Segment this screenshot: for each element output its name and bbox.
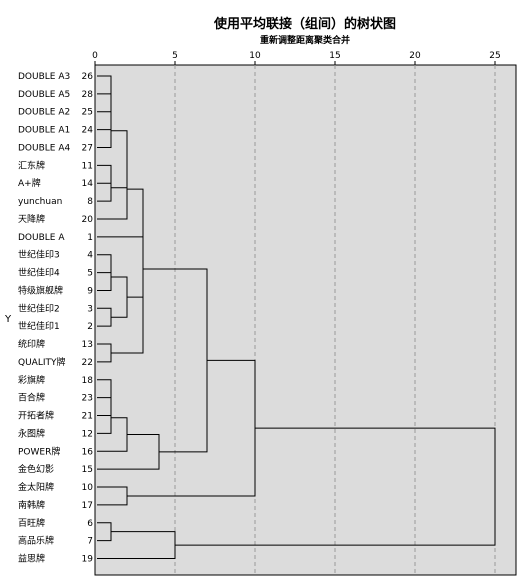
leaf-label: yunchuan: [18, 197, 62, 207]
dendrogram-link: [97, 402, 112, 434]
leaf-label: 世纪佳印3: [18, 249, 60, 261]
leaf-id: 8: [87, 197, 93, 207]
x-tick-label: 20: [409, 51, 421, 61]
x-tick-label: 0: [92, 51, 98, 61]
leaf-id: 26: [82, 72, 94, 82]
leaf-label: 世纪佳印4: [18, 267, 60, 279]
leaf-label: 永图牌: [18, 427, 45, 439]
chart-title: 使用平均联接（组间）的树状图: [213, 16, 396, 32]
x-axis-ticks: 0 5 10 15 20 25: [92, 51, 501, 65]
leaf-label: DOUBLE A2: [18, 108, 70, 118]
leaf-label: 开拓者牌: [18, 410, 54, 422]
dendrogram-link: [97, 263, 112, 291]
x-tick-label: 10: [249, 51, 261, 61]
chart-subtitle: 重新调整距离聚类合并: [260, 34, 350, 46]
x-tick-label: 5: [172, 51, 178, 61]
leaf-id: 28: [82, 90, 94, 100]
leaf-label: A+牌: [18, 177, 41, 189]
leaf-id: 1: [87, 233, 93, 243]
leaf-id: 12: [82, 429, 93, 439]
leaf-label: 百旺牌: [18, 517, 45, 529]
leaf-id: 25: [82, 108, 93, 118]
leaf-id: 20: [82, 215, 94, 225]
leaf-id: 14: [82, 179, 94, 189]
leaf-id: 18: [82, 376, 94, 386]
dendrogram-link: [175, 427, 496, 546]
leaf-label: DOUBLE A3: [18, 72, 70, 82]
leaf-id: 13: [82, 340, 93, 350]
leaf-id: 9: [87, 286, 93, 296]
leaf-label: 世纪佳印2: [18, 302, 60, 314]
leaf-id: 6: [87, 519, 93, 529]
leaf-id: 7: [87, 537, 93, 547]
x-tick-label: 15: [329, 51, 340, 61]
leaf-id: 19: [82, 554, 94, 564]
leaf-id: 3: [87, 304, 93, 314]
leaf-label: 百合牌: [18, 392, 45, 404]
leaf-label: 南韩牌: [18, 499, 45, 511]
leaf-label: 世纪佳印1: [18, 320, 60, 332]
leaf-label: POWER牌: [18, 445, 60, 457]
leaf-label: 益思牌: [18, 552, 45, 564]
leaf-label: DOUBLE A5: [18, 90, 70, 100]
dendrogram-link: [97, 113, 112, 148]
leaf-id: 5: [87, 269, 93, 279]
leaf-label: 特级旗舰牌: [18, 284, 63, 296]
leaf-id: 24: [82, 126, 94, 136]
dendrogram-link: [97, 174, 112, 202]
grid-lines: [174, 65, 496, 575]
dendrogram-links: [97, 75, 496, 559]
leaf-label: DOUBLE A: [18, 233, 65, 243]
leaf-label: 汇东牌: [18, 159, 45, 171]
leaf-label: 金太阳牌: [18, 481, 54, 493]
plot-area: [94, 64, 517, 576]
leaf-id: 27: [82, 143, 93, 153]
leaf-id: 16: [82, 447, 94, 457]
leaf-id: 17: [82, 501, 93, 511]
leaf-id: 15: [82, 465, 93, 475]
leaf-label: DOUBLE A1: [18, 126, 70, 136]
x-tick-label: 25: [489, 51, 500, 61]
leaf-label: 天降牌: [18, 213, 45, 225]
leaf-label: 统印牌: [18, 338, 45, 350]
leaf-label: 彩旗牌: [18, 374, 45, 386]
leaf-label: DOUBLE A4: [18, 143, 70, 153]
leaf-id: 2: [87, 322, 93, 332]
leaf-id: 10: [82, 483, 94, 493]
dendrogram-link: [97, 159, 128, 220]
leaf-id: 21: [82, 412, 93, 422]
leaf-id: 22: [82, 358, 93, 368]
leaf-id: 4: [87, 251, 93, 261]
leaf-label: 金色幻影: [18, 463, 54, 475]
leaf-label: 高品乐牌: [18, 535, 54, 547]
leaf-label: QUALITY牌: [18, 356, 66, 368]
leaf-id: 11: [82, 161, 93, 171]
y-axis-label: Y: [4, 314, 12, 325]
leaf-id: 23: [82, 394, 93, 404]
